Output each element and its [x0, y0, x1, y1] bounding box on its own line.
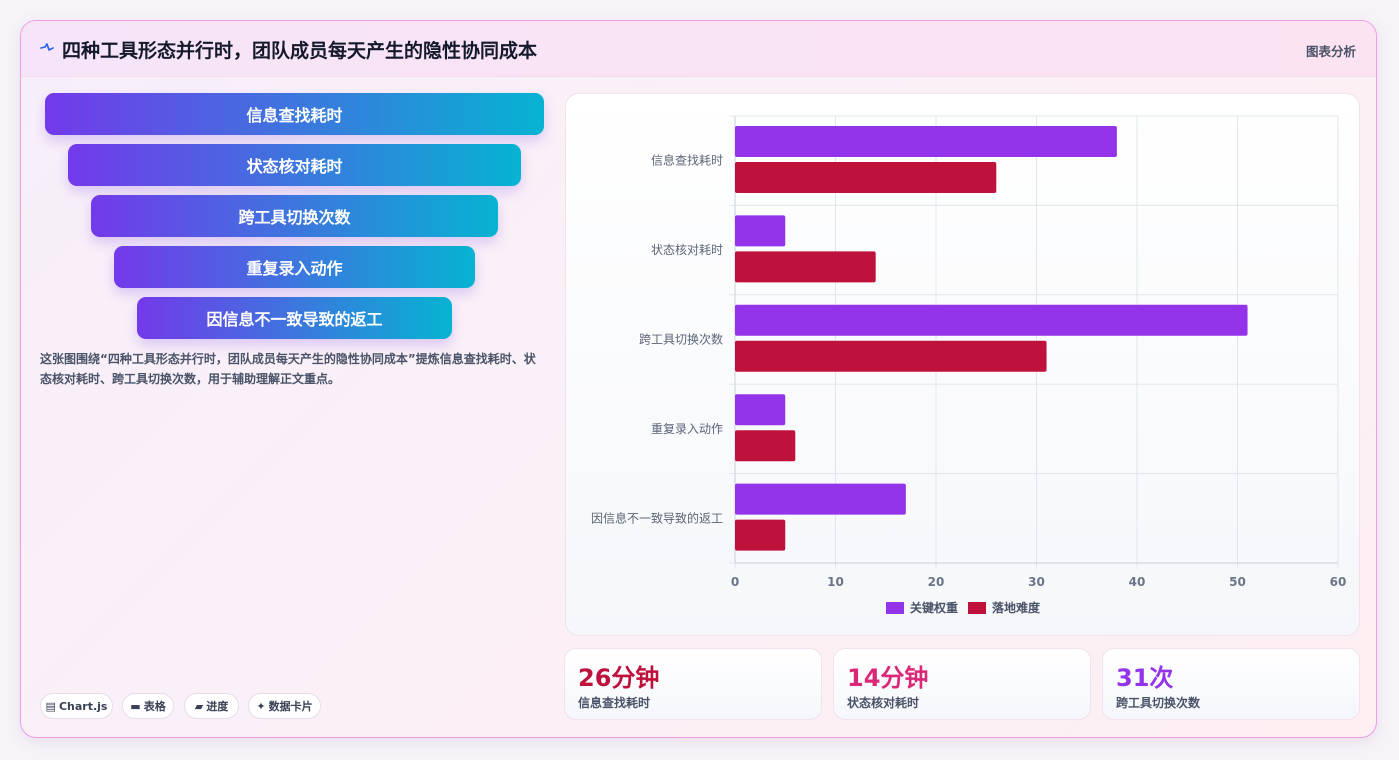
legend-swatch [968, 602, 986, 614]
bar [735, 394, 786, 426]
chart-description: 这张图围绕“四种工具形态并行时，团队成员每天产生的隐性协同成本”提炼信息查找耗时… [40, 352, 536, 386]
main-card: 四种工具形态并行时，团队成员每天产生的隐性协同成本 图表分析 信息查找耗时 状态… [20, 20, 1377, 738]
table-icon: ▬ [130, 699, 141, 713]
x-tick-label: 60 [1330, 575, 1347, 589]
tag-table[interactable]: ▬ 表格 [122, 693, 174, 719]
funnel-step-label: 因信息不一致导致的返工 [206, 310, 383, 329]
stat-label: 状态核对耗时 [847, 696, 920, 710]
stat-label: 信息查找耗时 [578, 696, 651, 710]
stat-value: 26分钟 [578, 664, 660, 692]
bar [735, 430, 796, 462]
funnel-step-label: 重复录入动作 [246, 259, 343, 278]
tag-label: 表格 [143, 700, 166, 713]
bar [735, 126, 1117, 157]
funnel-step: 信息查找耗时 [45, 93, 544, 135]
funnel-step: 状态核对耗时 [68, 144, 521, 186]
header: 四种工具形态并行时，团队成员每天产生的隐性协同成本 图表分析 [21, 21, 1376, 77]
chart-panel: 0 10 20 30 40 50 60 信息查找耗时 状态核对耗时跨工具切换次数重复录入动作因信… [565, 93, 1360, 636]
x-tick-label: 10 [827, 575, 844, 589]
stat-card: 26分钟 信息查找耗时 [564, 648, 822, 720]
bar [735, 304, 1248, 336]
tag-data-card[interactable]: ✦ 数据卡片 [248, 693, 321, 719]
sparkle-icon: ✦ [256, 699, 266, 713]
category-label: 因信息不一致导致的返工 [591, 510, 723, 525]
tag-label: 进度 [206, 700, 229, 713]
bar-chart: 0 10 20 30 40 50 60 信息查找耗时状态核对耗时跨工具切换次数重复录入动作因信… [591, 115, 1347, 615]
page-title: 四种工具形态并行时，团队成员每天产生的隐性协同成本 [62, 40, 538, 62]
funnel-step-label: 跨工具切换次数 [238, 208, 351, 227]
bar [735, 340, 1047, 372]
bar [735, 162, 997, 193]
funnel-step: 跨工具切换次数 [91, 195, 498, 237]
tag-progress[interactable]: ▰ 进度 [184, 693, 239, 719]
tag-label: Chart.js [58, 699, 108, 713]
stat-card: 14分钟 状态核对耗时 [833, 648, 1091, 720]
x-tick-label: 40 [1129, 575, 1146, 589]
bar [735, 215, 786, 247]
funnel-step-label: 信息查找耗时 [246, 106, 343, 125]
legend-label: 落地难度 [992, 600, 1041, 615]
category-label: 跨工具切换次数 [639, 332, 723, 347]
x-tick-label: 50 [1229, 575, 1246, 589]
stat-card: 31次 跨工具切换次数 [1102, 648, 1360, 720]
x-tick-label: 20 [928, 575, 945, 589]
bar [735, 519, 786, 551]
bar [735, 251, 876, 283]
pulse-icon [40, 43, 54, 51]
stat-label: 跨工具切换次数 [1116, 696, 1201, 710]
funnel-step-label: 状态核对耗时 [246, 157, 343, 176]
tag-chartjs[interactable]: ▤ Chart.js [40, 693, 113, 719]
bar [735, 483, 906, 515]
chart-icon: ▤ [45, 699, 56, 713]
tag-label: 数据卡片 [268, 700, 313, 713]
category-label: 信息查找耗时 [651, 153, 723, 168]
x-tick-label: 0 [731, 575, 739, 589]
funnel-step: 因信息不一致导致的返工 [137, 297, 452, 339]
x-tick-label: 30 [1028, 575, 1045, 589]
chart-analysis-tag: 图表分析 [1305, 44, 1356, 59]
funnel-step: 重复录入动作 [114, 246, 475, 288]
legend-swatch [886, 602, 904, 614]
legend-label: 关键权重 [910, 600, 958, 615]
category-label: 状态核对耗时 [651, 243, 723, 257]
stat-value: 31次 [1116, 664, 1174, 692]
category-label: 重复录入动作 [651, 422, 723, 436]
progress-icon: ▰ [194, 699, 204, 713]
stat-value: 14分钟 [847, 664, 929, 692]
